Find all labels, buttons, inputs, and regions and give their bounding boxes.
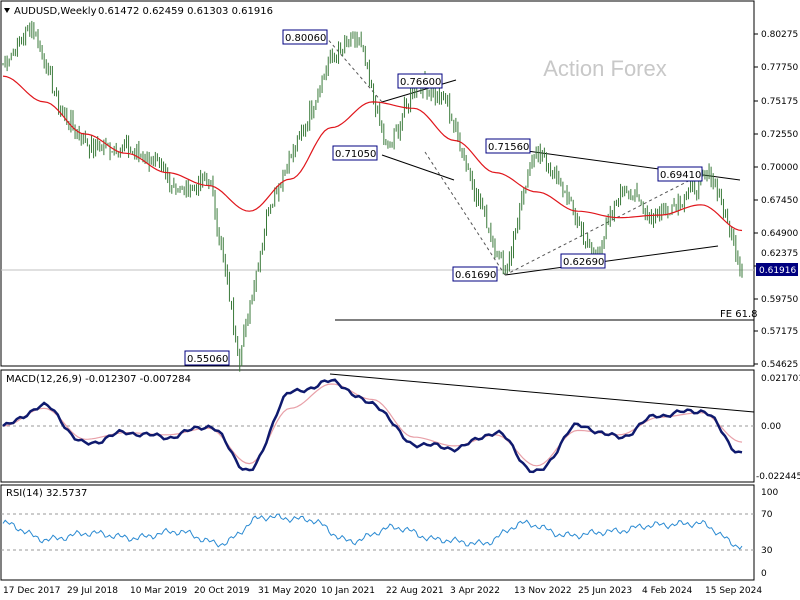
macd-tick: -0.022445 [756, 472, 800, 482]
rsi-tick: 30 [761, 546, 773, 556]
trendline-upper-left [381, 79, 457, 103]
label-0-69410: 0.69410 [660, 170, 701, 181]
price-tick: 0.64900 [761, 229, 798, 239]
label-0-71050: 0.71050 [335, 149, 376, 160]
macd-tick: 0.021701 [761, 374, 800, 384]
trendline-lower-left [381, 154, 455, 181]
rsi-tick: 70 [761, 510, 773, 520]
time-label: 15 Sep 2024 [705, 586, 762, 596]
price-tick: 0.54625 [761, 360, 798, 370]
time-label: 3 Apr 2022 [450, 586, 500, 596]
rsi-line [2, 513, 743, 550]
label-0-55060: 0.55060 [187, 354, 228, 365]
macd-signal-line [2, 383, 743, 467]
macd-trendline [329, 373, 755, 413]
label-0-71560: 0.71560 [488, 142, 529, 153]
rsi-tick: 0 [761, 569, 767, 579]
rsi-tick: 100 [761, 488, 778, 498]
last-price-value: 0.61916 [759, 266, 796, 276]
watermark: Action Forex [543, 56, 667, 81]
price-tick: 0.62375 [761, 249, 798, 259]
time-label: 17 Dec 2017 [3, 586, 61, 596]
chart-ohlc: 0.61472 0.62459 0.61303 0.61916 [98, 6, 273, 17]
triangle-lower-line [504, 245, 719, 276]
label-0-80060: 0.80060 [285, 33, 326, 44]
label-0-76600: 0.76600 [400, 77, 441, 88]
label-0-62690: 0.62690 [563, 257, 604, 268]
price-panel[interactable] [0, 0, 755, 367]
price-tick: 0.59750 [761, 295, 798, 305]
macd-title: MACD(12,26,9) -0.012307 -0.007284 [6, 374, 191, 385]
time-label: 10 Mar 2019 [130, 586, 187, 596]
time-label: 25 Jun 2023 [578, 586, 632, 596]
chart-symbol: AUDUSD,Weekly [14, 6, 97, 17]
time-label: 13 Nov 2022 [514, 586, 572, 596]
price-annotations[interactable]: 0.80060 0.76600 0.71050 0.71560 0.69410 … [184, 29, 703, 366]
macd-tick: 0.00 [761, 422, 781, 432]
candles [2, 20, 743, 372]
price-axis: 0.80275 0.77750 0.75175 0.72550 0.70000 … [754, 30, 798, 370]
rsi-panel[interactable] [0, 484, 755, 581]
price-tick: 0.72550 [761, 130, 798, 140]
macd-panel[interactable] [0, 369, 755, 483]
time-label: 22 Aug 2021 [386, 586, 444, 596]
time-label: 10 Jan 2021 [321, 586, 375, 596]
price-tick: 0.67450 [761, 196, 798, 206]
time-label: 29 Jul 2018 [67, 586, 118, 596]
price-tick: 0.70000 [761, 163, 798, 173]
time-label: 4 Feb 2024 [642, 586, 693, 596]
moving-average-line [2, 75, 743, 232]
time-label: 31 May 2020 [258, 586, 317, 596]
price-tick: 0.57175 [761, 327, 798, 337]
dropdown-triangle-icon[interactable] [4, 8, 10, 13]
price-tick: 0.75175 [761, 97, 798, 107]
price-tick: 0.80275 [761, 30, 798, 40]
dashed-waves [324, 35, 701, 276]
rsi-title: RSI(14) 32.5737 [6, 488, 87, 499]
macd-line [2, 378, 743, 474]
last-price-box [756, 263, 798, 276]
fe-label: FE 61.8 [720, 309, 758, 320]
time-axis: 17 Dec 2017 29 Jul 2018 10 Mar 2019 20 O… [3, 586, 762, 596]
price-tick: 0.77750 [761, 63, 798, 73]
label-0-61690: 0.61690 [455, 270, 496, 281]
time-label: 20 Oct 2019 [194, 586, 250, 596]
